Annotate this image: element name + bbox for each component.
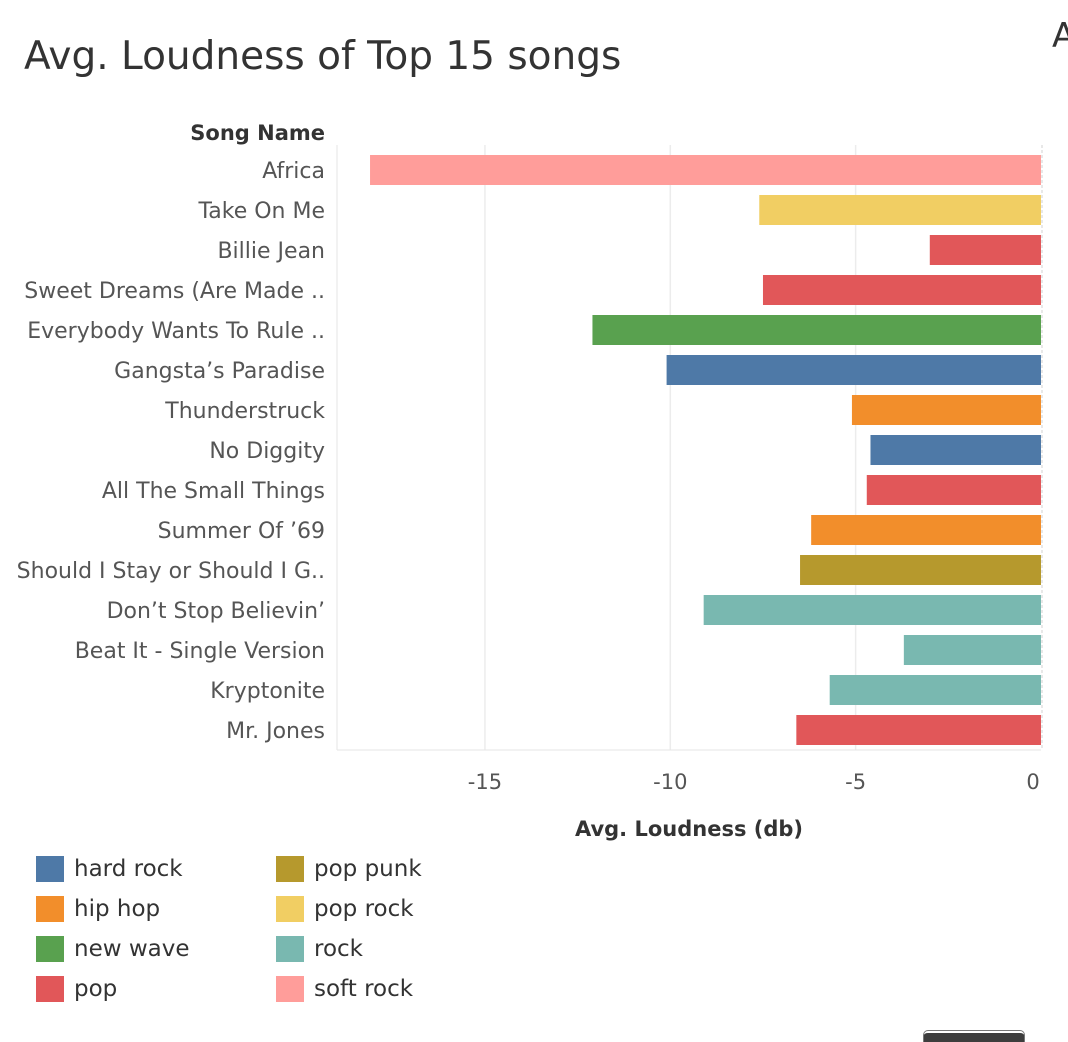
category-axis-header: Song Name [190,121,325,145]
legend-item[interactable]: pop punk [276,855,422,883]
x-axis-title: Avg. Loudness (db) [575,817,803,841]
color-legend: hard rock hip hop new wave pop pop punk … [36,855,596,1025]
legend-swatch [36,856,64,882]
category-label: Sweet Dreams (Are Made .. [24,279,325,304]
category-label: Thunderstruck [164,399,325,424]
category-label: Beat It - Single Version [75,639,325,664]
category-label: Take On Me [197,199,325,224]
legend-item[interactable]: new wave [36,935,190,963]
bar [811,515,1041,545]
category-label: Summer Of ’69 [158,519,325,544]
legend-swatch [36,896,64,922]
category-label: Don’t Stop Believin’ [107,599,325,624]
category-label: Mr. Jones [226,719,325,744]
bar [800,555,1041,585]
bar [829,675,1041,705]
legend-swatch [276,896,304,922]
legend-item[interactable]: hard rock [36,855,183,883]
bar [666,355,1041,385]
category-label: Billie Jean [217,239,325,264]
x-tick-label: -15 [468,770,502,794]
legend-label: hard rock [74,856,183,882]
bar [903,635,1041,665]
legend-item[interactable]: pop rock [276,895,414,923]
category-label: Should I Stay or Should I G.. [17,559,325,584]
legend-label: hip hop [74,896,161,922]
bar [866,475,1041,505]
x-tick-label: -5 [845,770,866,794]
category-label: Gangsta’s Paradise [114,359,325,384]
bar [851,395,1041,425]
legend-label: pop punk [314,856,422,882]
legend-swatch [276,976,304,1002]
legend-swatch [276,936,304,962]
bar [703,595,1041,625]
legend-label: pop rock [314,896,414,922]
legend-item[interactable]: pop [36,975,117,1003]
category-label: Africa [262,159,325,184]
category-label: No Diggity [209,439,325,464]
category-label: All The Small Things [102,479,325,504]
x-tick-label: 0 [1026,770,1039,794]
legend-label: rock [314,936,363,962]
bar [592,315,1041,345]
legend-swatch [36,976,64,1002]
legend-item[interactable]: rock [276,935,363,963]
bar [929,235,1041,265]
legend-item[interactable]: soft rock [276,975,413,1003]
bar-chart: Song Name Africa Take On Me Billie Jean Swee… [17,121,1043,841]
legend-item[interactable]: hip hop [36,895,160,923]
bar [870,435,1041,465]
legend-label: new wave [74,936,190,962]
legend-swatch [36,936,64,962]
category-label: Everybody Wants To Rule .. [27,319,325,344]
chart-title: Avg. Loudness of Top 15 songs [24,34,622,79]
legend-label: pop [74,976,118,1002]
x-tick-label: -10 [653,770,687,794]
category-label: Kryptonite [210,679,325,704]
bar [796,715,1041,745]
horizontal-scrollbar-thumb[interactable] [924,1031,1024,1042]
legend-label: soft rock [314,976,414,1002]
bar [370,155,1042,185]
legend-swatch [276,856,304,882]
bar [759,195,1041,225]
clipped-title-fragment: A [1052,16,1068,56]
bar [762,275,1041,305]
